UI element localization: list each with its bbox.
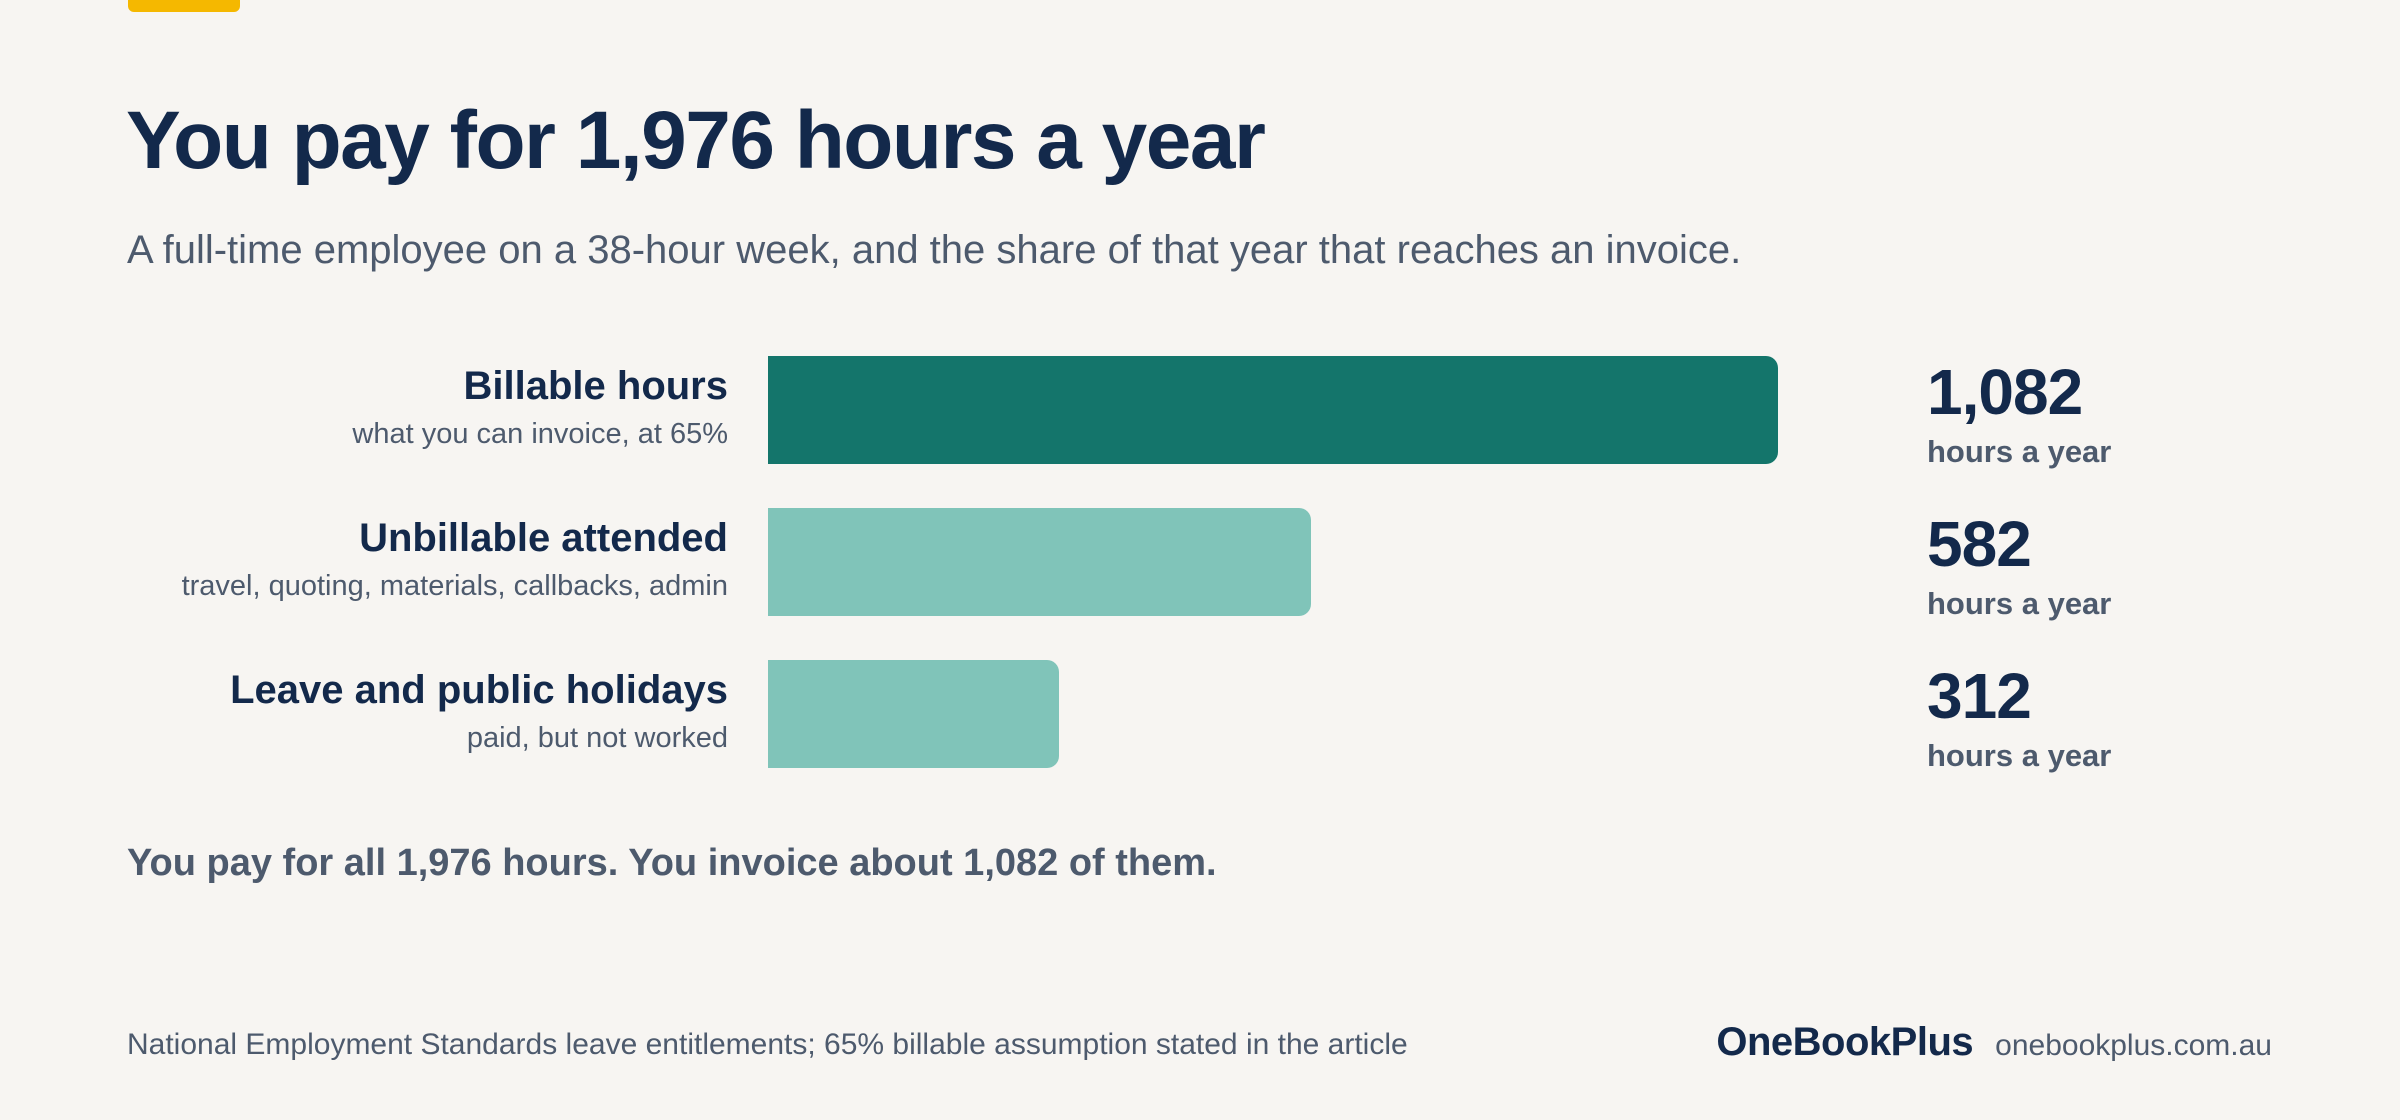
category-description: travel, quoting, materials, callbacks, a… xyxy=(181,570,728,602)
value-unit: hours a year xyxy=(1927,586,2112,621)
source-note: National Employment Standards leave enti… xyxy=(127,1028,1408,1061)
category-label: Unbillable attended xyxy=(359,516,728,560)
bar-label: Leave and public holidays paid, but not w… xyxy=(230,670,728,753)
brand-logo: OneBookPlus xyxy=(1716,1020,1974,1064)
bar-label: Unbillable attended travel, quoting, mate… xyxy=(182,518,728,601)
category-description: paid, but not worked xyxy=(466,722,728,754)
category-label: Leave and public holidays xyxy=(230,668,728,712)
bar-2 xyxy=(768,508,1311,616)
value-number: 582 xyxy=(1927,508,2032,580)
category-label: Billable hours xyxy=(463,364,729,408)
accent-bar xyxy=(128,0,240,12)
value-label: 312 hours a year xyxy=(1927,664,2111,771)
summary-text: You pay for all 1,976 hours. You invoice… xyxy=(127,842,1217,884)
value-number: 312 xyxy=(1927,660,2032,732)
bar-3 xyxy=(768,660,1059,768)
footer-brand: OneBookPlus onebookplus.com.au xyxy=(1716,1020,2272,1065)
value-unit: hours a year xyxy=(1927,738,2112,773)
value-number: 1,082 xyxy=(1927,356,2083,428)
chart-subtitle: A full-time employee on a 38-hour week, … xyxy=(127,228,1742,272)
brand-url: onebookplus.com.au xyxy=(1995,1029,2272,1062)
bar-1 xyxy=(768,356,1778,464)
bar-label: Billable hours what you can invoice, at 6… xyxy=(352,366,728,449)
value-unit: hours a year xyxy=(1927,434,2112,469)
value-label: 582 hours a year xyxy=(1927,512,2111,619)
value-label: 1,082 hours a year xyxy=(1927,360,2111,467)
category-description: what you can invoice, at 65% xyxy=(352,418,728,450)
chart-title: You pay for 1,976 hours a year xyxy=(126,95,1266,186)
